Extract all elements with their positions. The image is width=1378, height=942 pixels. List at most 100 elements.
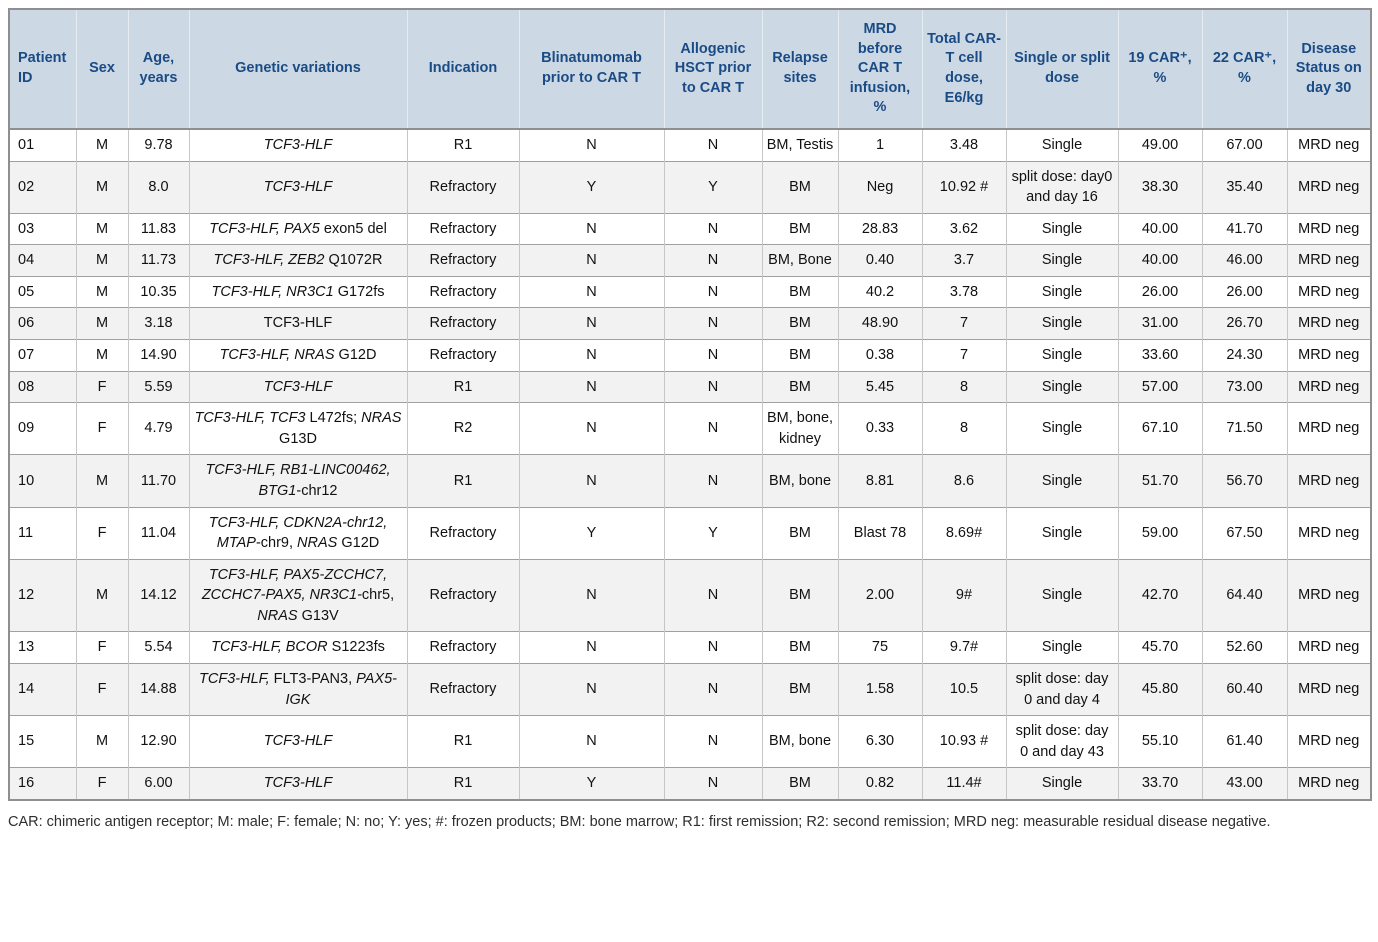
- gene-name-italic: TCF3-HLF, NR3C1: [211, 283, 334, 300]
- cell-car19: 33.70: [1117, 767, 1202, 800]
- gene-annotation: G13V: [297, 607, 339, 624]
- cell-mrd: 40.2: [837, 275, 922, 308]
- cell-relapse: BM, Testis: [761, 129, 838, 162]
- column-header-mrd: MRD before CAR T infusion, %: [837, 9, 922, 130]
- cell-indication: Refractory: [406, 631, 519, 664]
- cell-status: MRD neg: [1286, 370, 1371, 403]
- cell-age: 11.73: [127, 244, 189, 277]
- cell-dose: 11.4#: [921, 767, 1006, 800]
- cell-genetics: TCF3-HLF: [188, 715, 407, 768]
- cell-relapse: BM: [761, 370, 838, 403]
- cell-sex: M: [75, 275, 128, 308]
- cell-id: 01: [9, 129, 76, 162]
- cell-genetics: TCF3-HLF, ZEB2 Q1072R: [188, 244, 407, 277]
- cell-status: MRD neg: [1286, 244, 1371, 277]
- column-header-car19: 19 CAR⁺, %: [1117, 9, 1202, 130]
- cell-dose: 3.78: [921, 275, 1006, 308]
- cell-genetics: TCF3-HLF: [188, 307, 407, 340]
- cell-status: MRD neg: [1286, 558, 1371, 632]
- cell-indication: Refractory: [406, 275, 519, 308]
- cell-dosing: split dose: day 0 and day 4: [1005, 662, 1118, 716]
- cell-dosing: Single: [1005, 339, 1118, 372]
- cell-car19: 57.00: [1117, 370, 1202, 403]
- patient-row-11: 11 F 11.04 TCF3-HLF, CDKN2A-chr12, MTAP-chr…: [9, 506, 1371, 560]
- cell-indication: Refractory: [406, 339, 519, 372]
- cell-car19: 38.30: [1117, 160, 1202, 214]
- gene-name-italic: TCF3-HLF,: [199, 670, 270, 687]
- cell-status: MRD neg: [1286, 715, 1371, 768]
- cell-dose: 10.93 #: [921, 715, 1006, 768]
- cell-relapse: BM: [761, 339, 838, 372]
- cell-blinatumomab: Y: [518, 160, 664, 214]
- cell-genetics: TCF3-HLF, PAX5 exon5 del: [188, 212, 407, 245]
- patient-row-12: 12 M 14.12 TCF3-HLF, PAX5-ZCCHC7, ZCCHC7-PA…: [9, 558, 1371, 632]
- cell-mrd: 2.00: [837, 558, 922, 632]
- cell-relapse: BM: [761, 212, 838, 245]
- gene-name-italic: TCF3-HLF, NRAS: [219, 347, 335, 364]
- cell-age: 14.12: [127, 558, 189, 632]
- column-header-indication: Indication: [406, 9, 519, 130]
- cell-dosing: Single: [1005, 454, 1118, 508]
- cell-status: MRD neg: [1286, 275, 1371, 308]
- cell-sex: M: [75, 212, 128, 245]
- patient-row-01: 01 M 9.78 TCF3-HLF R1 N N BM, Testis 1 3.48 Single…: [9, 129, 1371, 162]
- cell-sex: M: [75, 244, 128, 277]
- gene-annotation: chr5,: [361, 587, 395, 604]
- gene-annotation: TCF3-HLF: [263, 315, 333, 332]
- cell-blinatumomab: N: [518, 558, 664, 632]
- cell-genetics: TCF3-HLF: [188, 129, 407, 162]
- cell-car19: 45.80: [1117, 662, 1202, 716]
- gene-name-italic: NRAS: [257, 607, 298, 624]
- page: Patient ID Sex Age, years Genetic variation…: [8, 8, 1372, 830]
- cell-indication: Refractory: [406, 662, 519, 716]
- cell-age: 10.35: [127, 275, 189, 308]
- cell-blinatumomab: N: [518, 129, 664, 162]
- cell-dosing: Single: [1005, 558, 1118, 632]
- gene-name-italic: PAX5-IGK: [285, 670, 397, 708]
- cell-indication: R1: [406, 715, 519, 768]
- column-header-relapse: Relapse sites: [761, 9, 838, 130]
- cell-mrd: Neg: [837, 160, 922, 214]
- column-header-genetics: Genetic variations: [188, 9, 407, 130]
- cell-relapse: BM, bone: [761, 715, 838, 768]
- patient-row-16: 16 F 6.00 TCF3-HLF R1 Y N BM 0.82 11.4# Single 33.7…: [9, 767, 1371, 800]
- column-header-age: Age, years: [127, 9, 189, 130]
- cell-hsct: N: [663, 244, 762, 277]
- cell-dosing: Single: [1005, 129, 1118, 162]
- cell-mrd: 6.30: [837, 715, 922, 768]
- cell-hsct: N: [663, 662, 762, 716]
- cell-car19: 42.70: [1117, 558, 1202, 632]
- gene-annotation: S1223fs: [327, 639, 385, 656]
- column-header-id: Patient ID: [9, 9, 76, 130]
- cell-car19: 51.70: [1117, 454, 1202, 508]
- cell-status: MRD neg: [1286, 631, 1371, 664]
- cell-sex: F: [75, 402, 128, 455]
- cell-relapse: BM: [761, 275, 838, 308]
- cell-genetics: TCF3-HLF: [188, 160, 407, 214]
- cell-car22: 46.00: [1201, 244, 1287, 277]
- cell-dosing: Single: [1005, 212, 1118, 245]
- cell-genetics: TCF3-HLF, NR3C1 G172fs: [188, 275, 407, 308]
- cell-age: 3.18: [127, 307, 189, 340]
- cell-car22: 26.00: [1201, 275, 1287, 308]
- cell-genetics: TCF3-HLF, FLT3-PAN3, PAX5-IGK: [188, 662, 407, 716]
- cell-status: MRD neg: [1286, 402, 1371, 455]
- column-header-hsct: Allogenic HSCT prior to CAR T: [663, 9, 762, 130]
- gene-name-italic: NRAS: [297, 535, 338, 552]
- cell-dose: 3.7: [921, 244, 1006, 277]
- patient-row-15: 15 M 12.90 TCF3-HLF R1 N N BM, bone 6.30 10.93 # s…: [9, 715, 1371, 768]
- cell-age: 11.04: [127, 506, 189, 560]
- cell-indication: Refractory: [406, 506, 519, 560]
- cell-mrd: 28.83: [837, 212, 922, 245]
- cell-age: 11.83: [127, 212, 189, 245]
- cell-age: 8.0: [127, 160, 189, 214]
- cell-hsct: N: [663, 631, 762, 664]
- cell-mrd: 0.40: [837, 244, 922, 277]
- cell-hsct: N: [663, 715, 762, 768]
- cell-car22: 41.70: [1201, 212, 1287, 245]
- cell-car19: 67.10: [1117, 402, 1202, 455]
- cell-genetics: TCF3-HLF, NRAS G12D: [188, 339, 407, 372]
- cell-age: 5.54: [127, 631, 189, 664]
- cell-sex: F: [75, 662, 128, 716]
- cell-mrd: 0.33: [837, 402, 922, 455]
